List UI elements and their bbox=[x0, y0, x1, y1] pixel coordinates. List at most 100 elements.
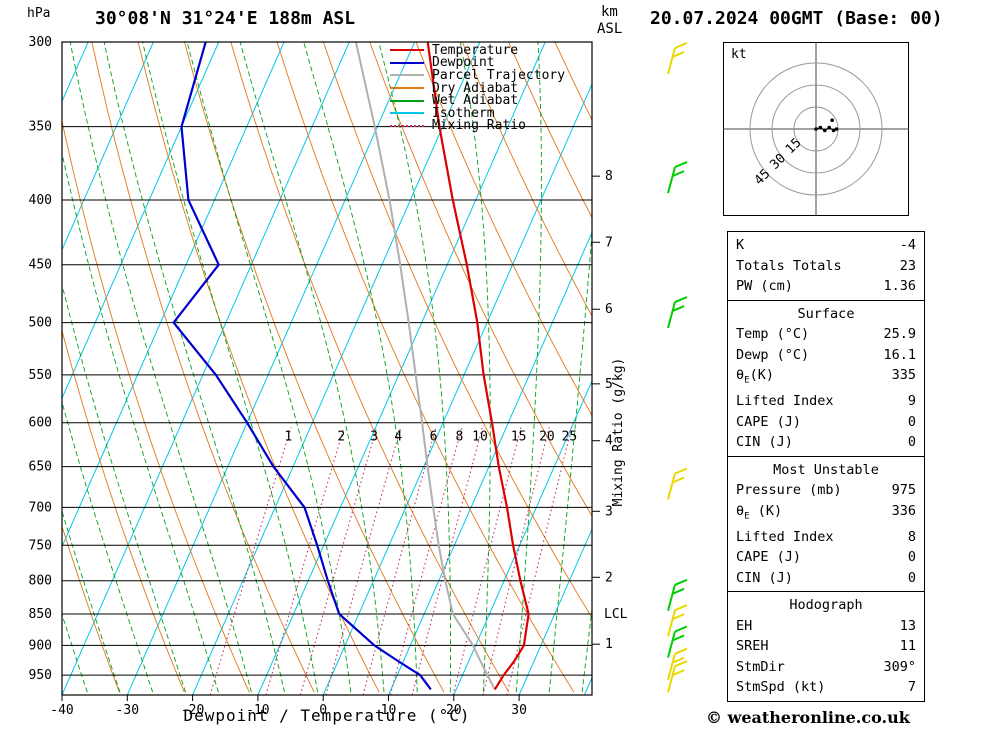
temperature-curve bbox=[426, 42, 530, 690]
legend-item: Parcel Trajectory bbox=[390, 67, 566, 83]
table-row-label: CAPE (J) bbox=[736, 413, 802, 430]
table-row: Pressure (mb) 975 bbox=[728, 480, 924, 501]
pressure-axis-unit: hPa bbox=[27, 6, 51, 21]
km-axis-labels: 1 2 3 4 5 6 7 8 bbox=[592, 169, 613, 652]
hodograph-trace-point bbox=[830, 118, 834, 122]
table-section: K -4 Totals Totals 23 PW (cm) 1.36 bbox=[727, 231, 925, 301]
wind-barb bbox=[667, 42, 688, 75]
table-row-value: 0 bbox=[907, 413, 916, 430]
wind-barbs bbox=[667, 42, 688, 693]
wind-barb bbox=[667, 625, 688, 658]
table-row: K -4 bbox=[728, 235, 924, 256]
svg-text:1: 1 bbox=[605, 637, 613, 652]
legend-item: Dry Adiabat bbox=[390, 80, 565, 96]
table-row-value: 335 bbox=[891, 367, 916, 383]
table-row: Lifted Index 9 bbox=[728, 391, 924, 412]
svg-text:4: 4 bbox=[605, 434, 613, 449]
table-row-value: 11 bbox=[899, 638, 916, 655]
svg-text:10: 10 bbox=[381, 703, 397, 718]
svg-text:25: 25 bbox=[562, 429, 578, 444]
table-row-value: 23 bbox=[899, 257, 916, 274]
legend-item: Dewpoint bbox=[390, 55, 565, 70]
svg-text:-40: -40 bbox=[50, 703, 73, 718]
indices-table: K -4 Totals Totals 23 PW (cm) 1.36 Surface Temp… bbox=[727, 231, 925, 702]
table-row-value: 25.9 bbox=[883, 326, 916, 342]
table-row: θE(K) 335 bbox=[728, 365, 924, 391]
wind-barb bbox=[667, 604, 688, 637]
svg-text:8: 8 bbox=[605, 169, 613, 184]
datetime-label: 20.07.2024 00GMT (Base: 00) bbox=[650, 8, 943, 29]
svg-text:300: 300 bbox=[29, 35, 52, 50]
table-section-header: Surface bbox=[797, 305, 855, 322]
temp-axis-labels: -40 -30 -20 -10 0 10 20 30 bbox=[50, 695, 527, 718]
table-row-value: 7 bbox=[907, 679, 916, 696]
pressure-axis-labels: 300 350 400 450 500 550 600 650 700 750 800 850 900 9… bbox=[29, 35, 52, 683]
legend-label: Parcel Trajectory bbox=[432, 67, 566, 83]
legend-label: Dry Adiabat bbox=[432, 80, 519, 96]
svg-text:30: 30 bbox=[511, 703, 527, 718]
sounding-curves bbox=[172, 42, 530, 691]
table-row: CAPE (J) 0 bbox=[728, 547, 924, 568]
legend: Temperature Dewpoint Parcel Trajectory Dry … bbox=[390, 42, 566, 133]
svg-text:450: 450 bbox=[29, 258, 52, 273]
svg-text:600: 600 bbox=[29, 416, 52, 431]
table-section-header: Hodograph bbox=[789, 597, 863, 614]
dewpoint-curve bbox=[172, 42, 432, 691]
table-row: PW (cm) 1.36 bbox=[728, 276, 924, 297]
wind-barb bbox=[667, 660, 688, 693]
legend-label: Temperature bbox=[432, 42, 519, 58]
station-title: 30°08'N 31°24'E 188m ASL bbox=[95, 8, 356, 29]
svg-text:650: 650 bbox=[29, 460, 52, 475]
table-row-label: Lifted Index bbox=[736, 393, 834, 410]
table-row-value: 0 bbox=[907, 549, 916, 566]
hodograph-unit-label: kt bbox=[731, 47, 747, 62]
table-row-value: 9 bbox=[907, 393, 916, 410]
svg-text:2: 2 bbox=[337, 429, 345, 444]
hodograph-trace bbox=[815, 126, 837, 132]
svg-text:20: 20 bbox=[539, 429, 555, 444]
table-row-value: 0 bbox=[907, 434, 916, 451]
svg-text:1: 1 bbox=[284, 429, 292, 444]
table-row-label: Lifted Index bbox=[736, 528, 834, 545]
x-axis-label: Dewpoint / Temperature (°C) bbox=[183, 706, 471, 725]
svg-text:Mixing Ratio (g/kg): Mixing Ratio (g/kg) bbox=[611, 358, 626, 507]
svg-text:2: 2 bbox=[605, 570, 613, 585]
table-row-value: 1.36 bbox=[883, 278, 916, 294]
svg-text:15: 15 bbox=[511, 429, 527, 444]
wind-barb bbox=[667, 467, 688, 500]
svg-text:400: 400 bbox=[29, 193, 52, 208]
table-section: Surface Temp (°C) 25.9 Dewp (°C) 16.1 θE(K) 33… bbox=[727, 299, 925, 457]
legend-line-sample bbox=[390, 87, 424, 90]
legend-label: Wet Adiabat bbox=[432, 93, 519, 109]
table-row-label: K bbox=[736, 237, 745, 253]
legend-item: Isotherm bbox=[390, 106, 565, 121]
svg-text:3: 3 bbox=[605, 504, 613, 519]
table-row-label: StmDir bbox=[736, 658, 785, 675]
table-row: CIN (J) 0 bbox=[728, 568, 924, 589]
svg-text:LCL: LCL bbox=[604, 607, 628, 622]
svg-text:8: 8 bbox=[455, 429, 463, 444]
table-row: Temp (°C) 25.9 bbox=[728, 324, 924, 345]
svg-text:750: 750 bbox=[29, 538, 52, 553]
svg-text:850: 850 bbox=[29, 607, 52, 622]
table-row: θE (K) 336 bbox=[728, 501, 924, 527]
wet-adiabat-lines bbox=[62, 42, 592, 693]
table-row: StmSpd (kt) 7 bbox=[728, 677, 924, 698]
legend-line-sample bbox=[390, 49, 424, 52]
table-section-header: Most Unstable bbox=[773, 461, 879, 478]
table-row-label: SREH bbox=[736, 638, 769, 655]
wind-barb bbox=[667, 296, 688, 329]
svg-text:500: 500 bbox=[29, 316, 52, 331]
svg-text:-30: -30 bbox=[116, 703, 139, 718]
table-row-label: PW (cm) bbox=[736, 278, 793, 294]
svg-text:3: 3 bbox=[370, 429, 378, 444]
table-row-label: Totals Totals bbox=[736, 257, 842, 274]
legend-item: Mixing Ratio bbox=[390, 118, 565, 133]
table-row-label: Pressure (mb) bbox=[736, 482, 842, 499]
svg-text:6: 6 bbox=[605, 302, 613, 317]
height-axis-unit-asl: ASL bbox=[597, 21, 623, 37]
svg-text:-10: -10 bbox=[246, 703, 269, 718]
table-row-label: EH bbox=[736, 617, 753, 634]
table-row-value: 975 bbox=[891, 482, 916, 499]
height-axis-unit-km: km bbox=[601, 4, 618, 20]
